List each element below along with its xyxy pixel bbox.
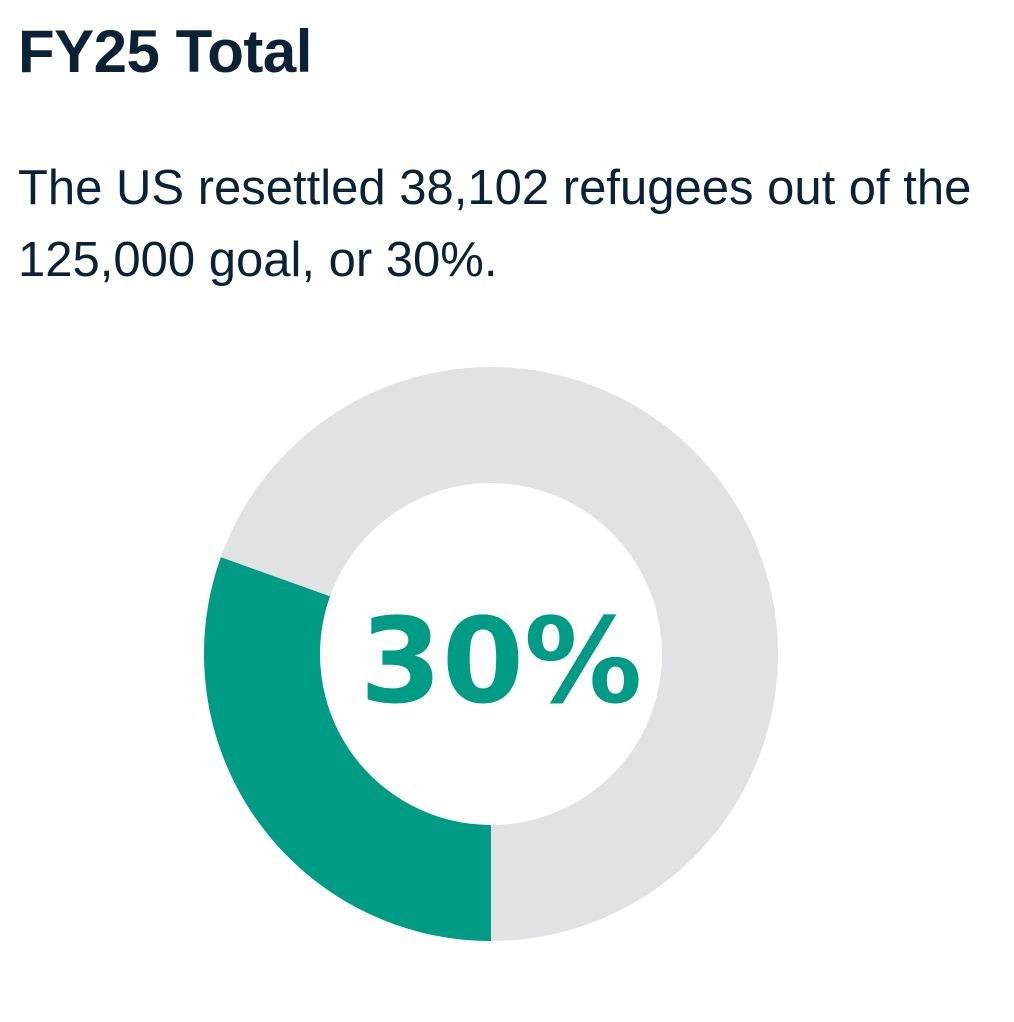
donut-slice-remaining: [220, 366, 779, 941]
chart-title: FY25 Total: [18, 18, 312, 85]
donut-slices: [204, 366, 779, 941]
chart-summary: The US resettled 38,102 refugees out of …: [18, 161, 972, 287]
center-percent-label: 30%: [360, 592, 642, 730]
donut-slice-resettled: [204, 557, 492, 941]
